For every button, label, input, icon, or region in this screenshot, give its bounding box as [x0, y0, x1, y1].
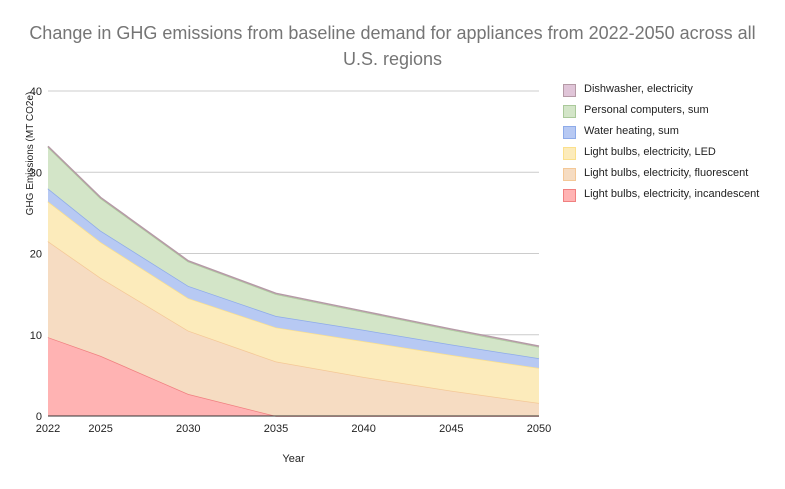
legend-swatch	[563, 147, 576, 160]
y-tick-label-0: 0	[36, 411, 42, 423]
legend-label: Light bulbs, electricity, LED	[584, 146, 716, 158]
x-tick-label-2045: 2045	[439, 423, 463, 435]
legend-swatch	[563, 168, 576, 181]
x-axis-label: Year	[282, 453, 305, 465]
line-series-5	[47, 145, 540, 347]
x-tick-label-2030: 2030	[176, 423, 200, 435]
legend-label: Personal computers, sum	[584, 104, 709, 116]
y-tick-label-20: 20	[30, 249, 42, 261]
x-tick-label-2050: 2050	[527, 423, 551, 435]
area-series-1	[48, 241, 539, 416]
area-series-4	[48, 147, 539, 359]
legend-item: Light bulbs, electricity, fluorescent	[563, 166, 773, 181]
y-tick-label-10: 10	[30, 330, 42, 342]
legend-item: Dishwasher, electricity	[563, 82, 773, 97]
legend-label: Light bulbs, electricity, incandescent	[584, 188, 760, 200]
legend-item: Personal computers, sum	[563, 103, 773, 118]
legend-swatch	[563, 84, 576, 97]
area-series-0	[48, 337, 539, 416]
legend-swatch	[563, 189, 576, 202]
area-series-2	[48, 201, 539, 403]
y-tick-label-30: 30	[30, 167, 42, 179]
legend-label: Dishwasher, electricity	[584, 83, 693, 95]
chart-title: Change in GHG emissions from baseline de…	[29, 23, 756, 69]
x-tick-label-2035: 2035	[264, 423, 288, 435]
y-tick-label-40: 40	[30, 86, 42, 98]
x-tick-label-2022: 2022	[36, 423, 60, 435]
legend-label: Water heating, sum	[584, 125, 679, 137]
legend-item: Light bulbs, electricity, LED	[563, 145, 773, 160]
legend-label: Light bulbs, electricity, fluorescent	[584, 167, 749, 179]
y-axis-label: GHG Emissions (MT CO2e)	[25, 92, 36, 216]
legend-swatch	[563, 105, 576, 118]
legend-item: Water heating, sum	[563, 124, 773, 139]
legend-item: Light bulbs, electricity, incandescent	[563, 187, 773, 202]
x-tick-label-2040: 2040	[351, 423, 375, 435]
x-tick-label-2025: 2025	[88, 423, 112, 435]
legend-swatch	[563, 126, 576, 139]
chart-legend: Dishwasher, electricity Personal computer…	[563, 82, 773, 208]
